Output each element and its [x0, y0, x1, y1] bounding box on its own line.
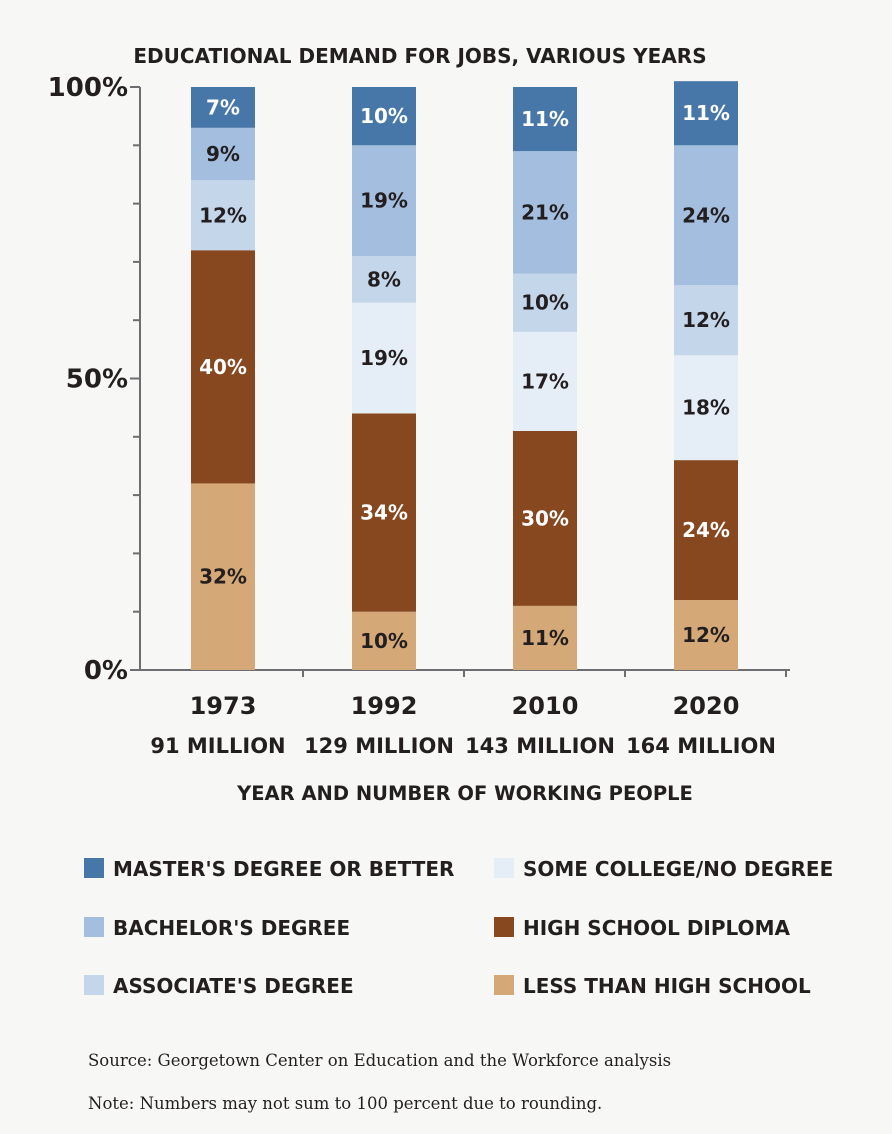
bars: 32% 40% 12% 9% 7% 10% 34% 19% 8% 19% 10% 11% 30% 17% 1… [191, 81, 738, 670]
legend-label: SOME COLLEGE/NO DEGREE [523, 857, 833, 881]
bar-segment [191, 250, 255, 484]
data-label: 32% [199, 565, 247, 589]
legend-swatch [84, 975, 104, 995]
data-label: 30% [521, 506, 569, 530]
y-tick-label: 50% [66, 365, 128, 395]
bar-segment [674, 460, 738, 601]
category-labels: 1973 91 MILLION 1992 129 MILLION 2010 143 MIL… [150, 692, 776, 758]
category-label: 1992 [351, 692, 418, 720]
data-label: 11% [521, 626, 569, 650]
category-sublabel: 91 MILLION [150, 734, 285, 758]
bar-segment [674, 355, 738, 461]
bar-segment [674, 145, 738, 286]
legend-swatch [494, 917, 514, 937]
category-sublabel: 129 MILLION [304, 734, 454, 758]
y-tick-label: 100% [48, 73, 128, 103]
stacked-bar-chart: EDUCATIONAL DEMAND FOR JOBS, VARIOUS YEA… [48, 44, 834, 998]
bar-segment [352, 611, 416, 670]
bar-segment [191, 127, 255, 181]
data-label: 10% [360, 629, 408, 653]
data-label: 12% [682, 623, 730, 647]
data-label: 9% [206, 142, 240, 166]
bar-segment [352, 87, 416, 146]
legend-swatch [494, 975, 514, 995]
data-label: 10% [360, 104, 408, 128]
data-label: 24% [682, 203, 730, 227]
bar-segment [352, 145, 416, 257]
bar-segment [513, 331, 577, 431]
chart-title: EDUCATIONAL DEMAND FOR JOBS, VARIOUS YEA… [133, 44, 706, 68]
bar-segment [513, 87, 577, 152]
data-label: 11% [521, 107, 569, 131]
x-axis-label: YEAR AND NUMBER OF WORKING PEOPLE [236, 782, 693, 805]
data-label: 11% [682, 101, 730, 125]
bar-segment [352, 256, 416, 303]
source-note: Source: Georgetown Center on Education a… [88, 1051, 672, 1070]
y-tick-label: 0% [84, 656, 128, 686]
bar-segment [513, 151, 577, 274]
category-sublabel: 164 MILLION [626, 734, 776, 758]
legend-label: LESS THAN HIGH SCHOOL [523, 974, 811, 998]
category-label: 2020 [673, 692, 740, 720]
data-label: 40% [199, 355, 247, 379]
data-label: 12% [199, 203, 247, 227]
data-label: 34% [360, 501, 408, 525]
legend-swatch [84, 917, 104, 937]
bar-segment [191, 87, 255, 128]
legend-label: ASSOCIATE'S DEGREE [113, 974, 354, 998]
legend-label: HIGH SCHOOL DIPLOMA [523, 916, 790, 940]
legend-swatch [84, 858, 104, 878]
bar-segment [191, 483, 255, 670]
category-label: 1973 [190, 692, 257, 720]
data-label: 7% [206, 95, 240, 119]
data-label: 10% [521, 291, 569, 315]
bar-segment [674, 81, 738, 146]
legend: MASTER'S DEGREE OR BETTER BACHELOR'S DEGR… [84, 857, 833, 998]
data-label: 12% [682, 308, 730, 332]
bar-segment [674, 600, 738, 670]
category-sublabel: 143 MILLION [465, 734, 615, 758]
data-label: 24% [682, 518, 730, 542]
bar-segment [191, 180, 255, 251]
legend-label: BACHELOR'S DEGREE [113, 916, 350, 940]
data-label: 19% [360, 189, 408, 213]
legend-label: MASTER'S DEGREE OR BETTER [113, 857, 454, 881]
bar-segment [513, 273, 577, 332]
rounding-note: Note: Numbers may not sum to 100 percent… [88, 1094, 603, 1113]
bar-segment [513, 605, 577, 670]
data-label: 17% [521, 369, 569, 393]
bar-segment [352, 413, 416, 612]
bar-segment [674, 285, 738, 356]
data-label: 8% [367, 267, 401, 291]
bar-segment [513, 430, 577, 606]
data-label: 18% [682, 396, 730, 420]
legend-swatch [494, 858, 514, 878]
category-label: 2010 [512, 692, 579, 720]
data-label: 21% [521, 200, 569, 224]
bar-segment [352, 302, 416, 414]
data-label: 19% [360, 346, 408, 370]
